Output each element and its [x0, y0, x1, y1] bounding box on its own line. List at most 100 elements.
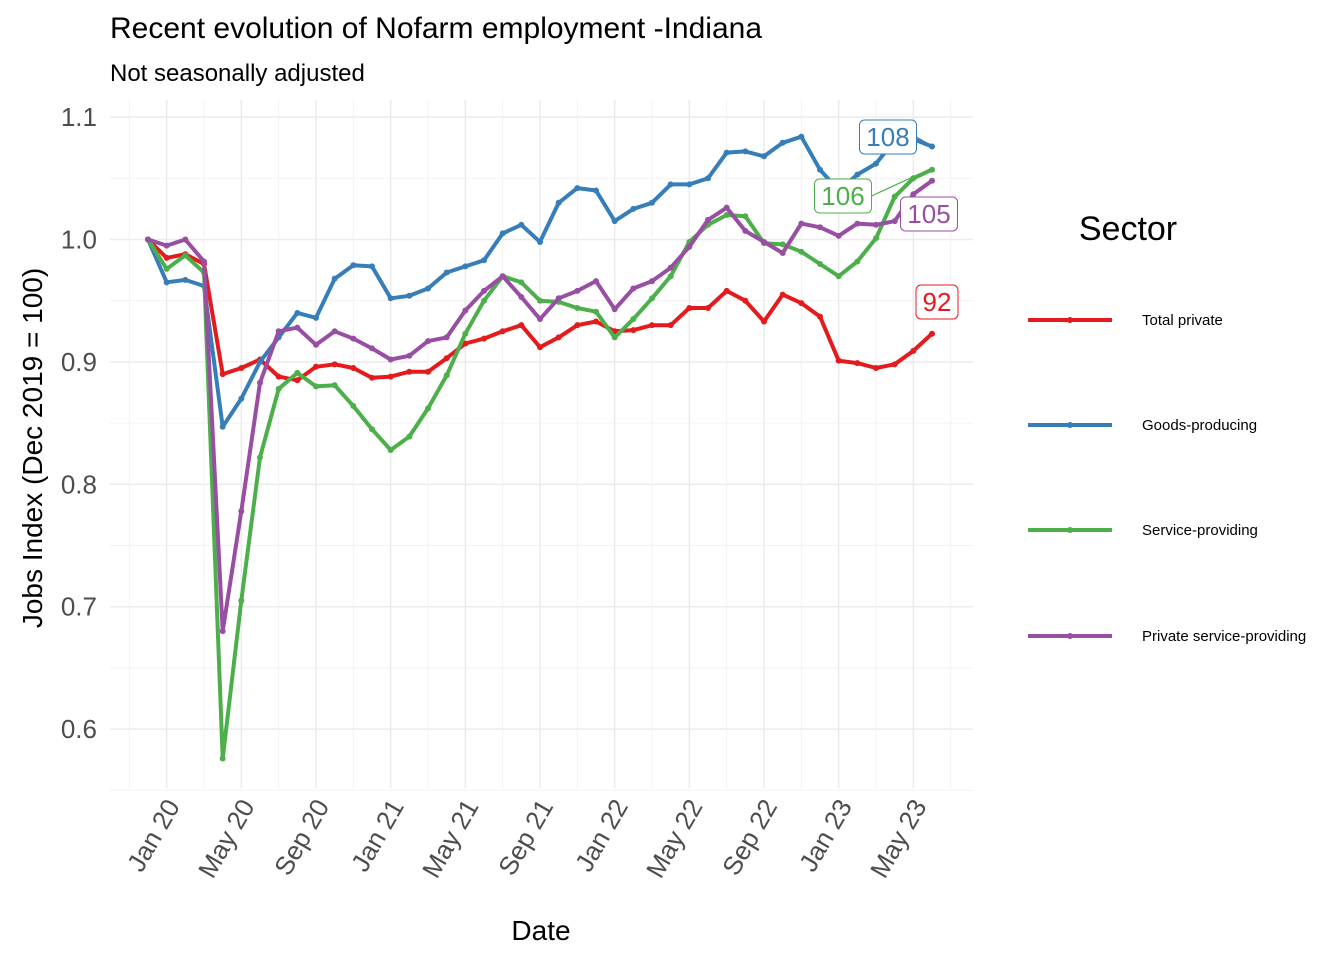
data-point — [481, 287, 488, 294]
data-point — [238, 365, 245, 372]
grid-lines — [110, 100, 973, 791]
y-tick-label: 0.7 — [61, 592, 97, 622]
legend-label: Total private — [1142, 312, 1223, 329]
data-point — [686, 243, 693, 250]
data-point — [630, 205, 637, 212]
data-point — [443, 334, 450, 341]
data-point — [163, 279, 170, 286]
data-point — [667, 273, 674, 280]
data-point — [630, 316, 637, 323]
data-point — [425, 405, 432, 412]
data-point — [462, 307, 469, 314]
data-point — [313, 314, 320, 321]
data-point — [350, 335, 357, 342]
data-point — [387, 373, 394, 380]
data-point — [593, 278, 600, 285]
data-point — [350, 402, 357, 409]
data-point — [835, 357, 842, 364]
data-point — [518, 279, 525, 286]
data-point — [779, 139, 786, 146]
chart-subtitle: Not seasonally adjusted — [110, 60, 365, 87]
data-point — [929, 166, 936, 173]
data-point — [891, 193, 898, 200]
data-point — [313, 341, 320, 348]
data-point — [331, 328, 338, 335]
data-point — [238, 597, 245, 604]
data-point — [294, 309, 301, 316]
data-point — [667, 264, 674, 271]
data-point — [443, 372, 450, 379]
data-point — [481, 257, 488, 264]
data-point — [331, 382, 338, 389]
data-point — [163, 254, 170, 261]
legend-label: Service-providing — [1142, 522, 1258, 539]
legend-item: Goods-producing — [1028, 417, 1257, 434]
end-label-text: 108 — [866, 122, 909, 152]
data-point — [723, 204, 730, 211]
data-point — [462, 330, 469, 337]
end-label: 108 — [859, 119, 931, 155]
x-tick-label: May 23 — [864, 794, 933, 883]
y-tick-label: 0.9 — [61, 347, 97, 377]
data-point — [294, 324, 301, 331]
data-point — [331, 275, 338, 282]
data-point — [219, 371, 226, 378]
data-point — [891, 361, 898, 368]
data-point — [854, 258, 861, 265]
data-point — [275, 328, 282, 335]
data-point — [406, 368, 413, 375]
data-point — [145, 236, 151, 243]
data-point — [723, 149, 730, 156]
data-point — [835, 273, 842, 280]
data-point — [929, 177, 936, 184]
data-point — [705, 216, 712, 223]
data-point — [219, 423, 226, 430]
data-point — [294, 377, 301, 384]
end-label: 106 — [814, 168, 931, 214]
x-axis-title: Date — [511, 915, 570, 946]
data-point — [873, 221, 880, 228]
data-point — [369, 426, 376, 433]
y-tick-label: 1.1 — [61, 102, 97, 132]
data-point — [667, 181, 674, 188]
data-point — [518, 221, 525, 228]
data-point — [630, 327, 637, 334]
legend-label: Private service-providing — [1142, 628, 1306, 645]
data-point — [387, 356, 394, 363]
x-tick-label: Jan 21 — [345, 794, 410, 877]
data-point — [425, 368, 432, 375]
data-point — [854, 220, 861, 227]
data-point — [182, 276, 189, 283]
data-point — [406, 352, 413, 359]
data-point — [537, 297, 544, 304]
legend-label: Goods-producing — [1142, 417, 1257, 434]
data-point — [275, 373, 282, 380]
data-point — [686, 305, 693, 312]
data-point — [350, 365, 357, 372]
data-point — [761, 153, 768, 160]
data-point — [238, 395, 245, 402]
data-point — [798, 300, 805, 307]
data-point — [443, 269, 450, 276]
data-point — [462, 263, 469, 270]
data-point — [649, 199, 656, 206]
data-point — [257, 379, 264, 386]
legend-item: Service-providing — [1028, 522, 1258, 539]
series-private-service-providing — [145, 177, 936, 635]
data-point — [406, 292, 413, 299]
data-point — [425, 338, 432, 345]
legend-title: Sector — [1079, 210, 1177, 248]
data-point — [387, 295, 394, 302]
x-tick-label: Jan 20 — [121, 794, 186, 877]
data-point — [406, 433, 413, 440]
data-point — [369, 345, 376, 352]
data-point — [555, 295, 562, 302]
data-point — [929, 330, 936, 337]
data-point — [331, 361, 338, 368]
data-point — [182, 236, 189, 243]
x-tick-label: Jan 23 — [793, 794, 858, 877]
x-tick-label: May 20 — [192, 794, 261, 883]
x-tick-label: Sep 21 — [492, 794, 559, 880]
data-point — [537, 238, 544, 245]
data-point — [854, 171, 861, 178]
